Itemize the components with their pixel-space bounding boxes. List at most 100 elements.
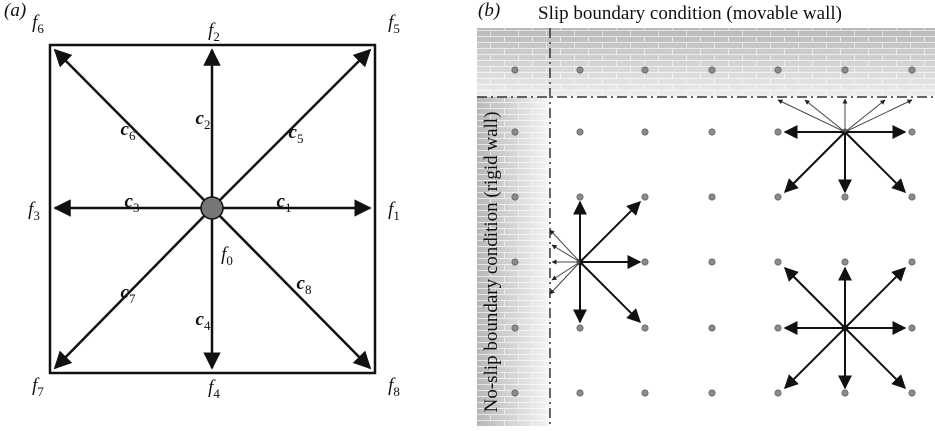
subscript: 0: [226, 253, 233, 268]
subscript: 2: [204, 117, 211, 132]
symbol: c: [196, 108, 205, 129]
symbol: f: [221, 244, 229, 265]
lattice-node: [708, 193, 716, 201]
lattice-node: [641, 193, 649, 201]
lattice-node: [908, 128, 916, 136]
top-wall-shade: [477, 28, 935, 96]
lattice-node: [708, 324, 716, 332]
lattice-node: [774, 66, 782, 74]
lattice-arrow: [579, 201, 641, 263]
side-caption: No-slip boundary condition (rigid wall): [481, 112, 502, 413]
reflected-arrow: [804, 99, 846, 133]
velocity-arrow: [53, 48, 213, 209]
symbol: f: [32, 375, 40, 396]
symbol: f: [388, 12, 396, 33]
subscript: 7: [129, 291, 136, 306]
vector-label: c6: [121, 119, 136, 143]
subscript: 4: [204, 318, 211, 333]
lattice-node: [511, 193, 519, 201]
lattice-arrow: [579, 261, 641, 323]
subscript: 6: [129, 128, 136, 143]
lattice-arrow: [844, 327, 906, 389]
symbol: c: [196, 309, 205, 330]
symbol: f: [32, 12, 40, 33]
lattice-node: [641, 389, 649, 397]
symbol: c: [277, 191, 286, 212]
top-caption: Slip boundary condition (movable wall): [538, 3, 842, 24]
reflected-arrow: [549, 261, 581, 295]
lattice-node: [511, 258, 519, 266]
vector-label: c2: [196, 108, 211, 132]
symbol: f: [208, 377, 216, 398]
lattice-node: [774, 324, 782, 332]
lattice-arrow: [784, 267, 846, 329]
lattice-node: [576, 193, 584, 201]
panel-label: (b): [478, 0, 500, 21]
subscript: 1: [393, 208, 400, 223]
distribution-label: f7: [32, 375, 44, 399]
vector-label: c4: [196, 309, 211, 333]
subscript: 8: [305, 282, 312, 297]
lattice-node: [511, 324, 519, 332]
lattice-node: [576, 324, 584, 332]
lattice-node: [774, 389, 782, 397]
center-node: [200, 196, 224, 220]
symbol: f: [388, 199, 396, 220]
lattice-node: [576, 128, 584, 136]
subscript: 8: [393, 384, 400, 399]
symbol: f: [208, 20, 216, 41]
velocity-arrow: [211, 48, 372, 209]
lattice-node: [641, 324, 649, 332]
lattice-node: [908, 324, 916, 332]
subscript: 1: [285, 200, 292, 215]
lattice-node: [641, 258, 649, 266]
symbol: c: [125, 191, 134, 212]
velocity-arrow: [211, 207, 372, 370]
lattice-node: [841, 66, 849, 74]
lattice-node: [576, 66, 584, 74]
lattice-node: [774, 258, 782, 266]
vector-label: c8: [297, 273, 312, 297]
lattice-arrow: [784, 131, 846, 193]
lattice-node: [708, 389, 716, 397]
distribution-label: f3: [28, 199, 40, 223]
reflected-arrow: [551, 261, 581, 281]
lattice-node: [908, 258, 916, 266]
lattice-node: [841, 258, 849, 266]
distribution-label: f5: [388, 12, 400, 36]
reflected-arrow: [844, 99, 913, 133]
lattice-node: [908, 389, 916, 397]
lattice-node: [641, 66, 649, 74]
vector-label: c5: [289, 122, 304, 146]
symbol: f: [388, 375, 396, 396]
distribution-label: f6: [32, 12, 44, 36]
symbol: c: [121, 119, 130, 140]
reflected-arrow: [777, 99, 846, 133]
reflected-arrow: [549, 229, 581, 263]
lattice-node: [511, 128, 519, 136]
distribution-label: f4: [208, 377, 220, 401]
symbol: c: [289, 122, 298, 143]
panel-label: (a): [4, 0, 26, 21]
subscript: 3: [133, 200, 140, 215]
lattice-node: [908, 66, 916, 74]
lattice-node: [774, 193, 782, 201]
lattice-arrow: [844, 267, 906, 329]
lattice-node: [908, 193, 916, 201]
lattice-arrow: [784, 327, 846, 389]
subscript: 5: [297, 131, 304, 146]
lattice-node: [511, 389, 519, 397]
distribution-label: f0: [221, 244, 233, 268]
vector-label: c1: [277, 191, 292, 215]
distribution-label: f1: [388, 199, 400, 223]
subscript: 3: [33, 208, 40, 223]
distribution-label: f2: [208, 20, 220, 44]
lattice-arrow: [844, 131, 906, 193]
lattice-node: [708, 66, 716, 74]
subscript: 7: [37, 384, 44, 399]
vector-label: c3: [125, 191, 140, 215]
distribution-label: f8: [388, 375, 400, 399]
subscript: 4: [213, 386, 220, 401]
